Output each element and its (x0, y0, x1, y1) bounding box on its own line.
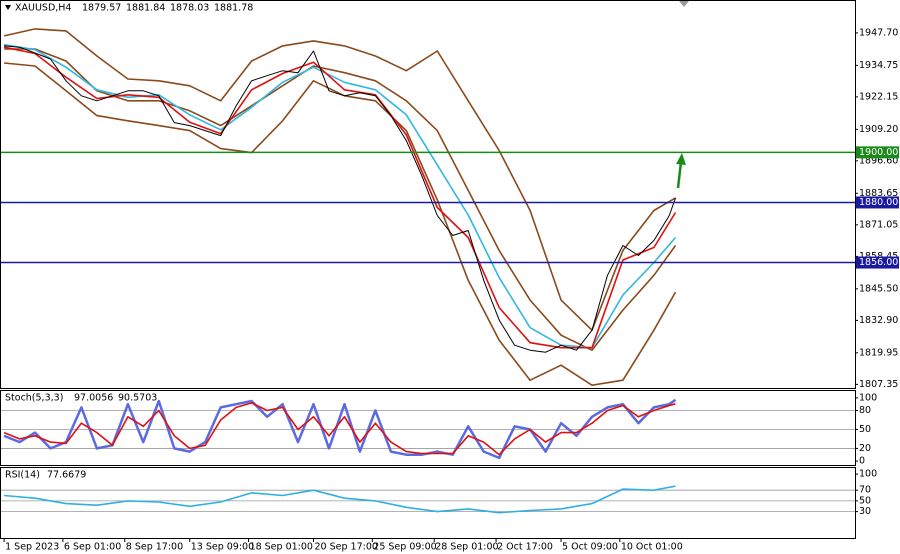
marks: 1 Sep 2023 6 Sep 01:00 8 Sep 17:00 13 Sep 0… (1, 3, 899, 553)
series-line (3, 46, 677, 349)
y-tick-label: 1947.70 (859, 27, 898, 38)
series-line (3, 43, 677, 349)
y-tick-label: 70 (859, 485, 871, 496)
level-label: 1880.00 (859, 197, 898, 208)
x-tick-label: 28 Sep 01:00 (435, 542, 498, 553)
y-tick-label: 100 (859, 392, 877, 403)
y-tick-label: 1922.15 (859, 91, 898, 102)
y-tick-label: 50 (859, 424, 871, 435)
x-tick-label: 1 Sep 2023 (5, 542, 59, 553)
main-panel-frame (0, 0, 856, 389)
y-tick-label: 1871.05 (859, 219, 898, 230)
rsi-panel-frame (0, 467, 856, 539)
level-label: 1856.00 (859, 257, 898, 268)
y-tick-label: 20 (859, 443, 871, 454)
x-tick-label: 13 Sep 09:00 (191, 542, 254, 553)
x-tick-label: 6 Sep 01:00 (64, 542, 121, 553)
y-tick-label: 50 (859, 495, 871, 506)
shift-marker (679, 1, 689, 7)
y-tick-label: 1819.95 (859, 347, 898, 358)
y-tick-label: 100 (859, 469, 877, 480)
y-tick-label: 1934.75 (859, 60, 898, 71)
level-label-box (856, 256, 899, 269)
series-line (3, 398, 677, 460)
indicator-title: Stoch(5,3,3) (5, 393, 63, 404)
symbol: XAUUSD,H4 (15, 3, 71, 14)
indicator-reading: 77.6679 (47, 470, 86, 481)
ohlc-value: 1881.84 (126, 3, 165, 14)
y-tick-label: 1883.65 (859, 188, 898, 199)
stoch-panel-frame (0, 390, 856, 466)
series-line (4, 48, 677, 351)
y-tick-label: 1845.50 (859, 283, 898, 294)
x-tick-label: 20 Sep 17:00 (315, 542, 378, 553)
y-tick-label: 0 (859, 456, 865, 467)
y-tick-label: 1832.90 (859, 315, 898, 326)
indicator-title: RSI(14) (5, 470, 40, 481)
y-tick-label: 1896.60 (859, 155, 898, 166)
series-line (3, 28, 676, 331)
ohlc-value: 1878.03 (170, 3, 209, 14)
indicator-reading: 90.5703 (118, 393, 157, 404)
y-tick-label: 30 (859, 506, 871, 517)
symbol-marker (5, 5, 11, 10)
level-label-box (856, 146, 899, 159)
x-tick-label: 5 Oct 09:00 (562, 542, 618, 553)
series-line (4, 485, 676, 514)
y-tick-label: 80 (859, 405, 871, 416)
y-tick-label: 1807.35 (859, 379, 898, 390)
x-tick-label: 18 Sep 01:00 (250, 542, 313, 553)
x-tick-label: 8 Sep 17:00 (126, 542, 183, 553)
level-label-box (856, 196, 899, 209)
x-tick-label: 25 Sep 09:00 (373, 542, 436, 553)
indicator-reading: 97.0056 (74, 393, 113, 404)
series-line (4, 45, 676, 353)
y-tick-label: 1858.45 (859, 251, 898, 262)
y-tick-label: 1909.20 (859, 124, 898, 135)
arrow-shaft (676, 161, 683, 189)
ohlc-value: 1881.78 (214, 3, 253, 14)
x-tick-label: 10 Oct 01:00 (621, 542, 683, 553)
arrow-head (676, 153, 686, 165)
ohlc-value: 1879.57 (82, 3, 121, 14)
series-line (3, 402, 676, 456)
level-label: 1900.00 (859, 147, 898, 158)
x-tick-label: 2 Oct 17:00 (497, 542, 553, 553)
